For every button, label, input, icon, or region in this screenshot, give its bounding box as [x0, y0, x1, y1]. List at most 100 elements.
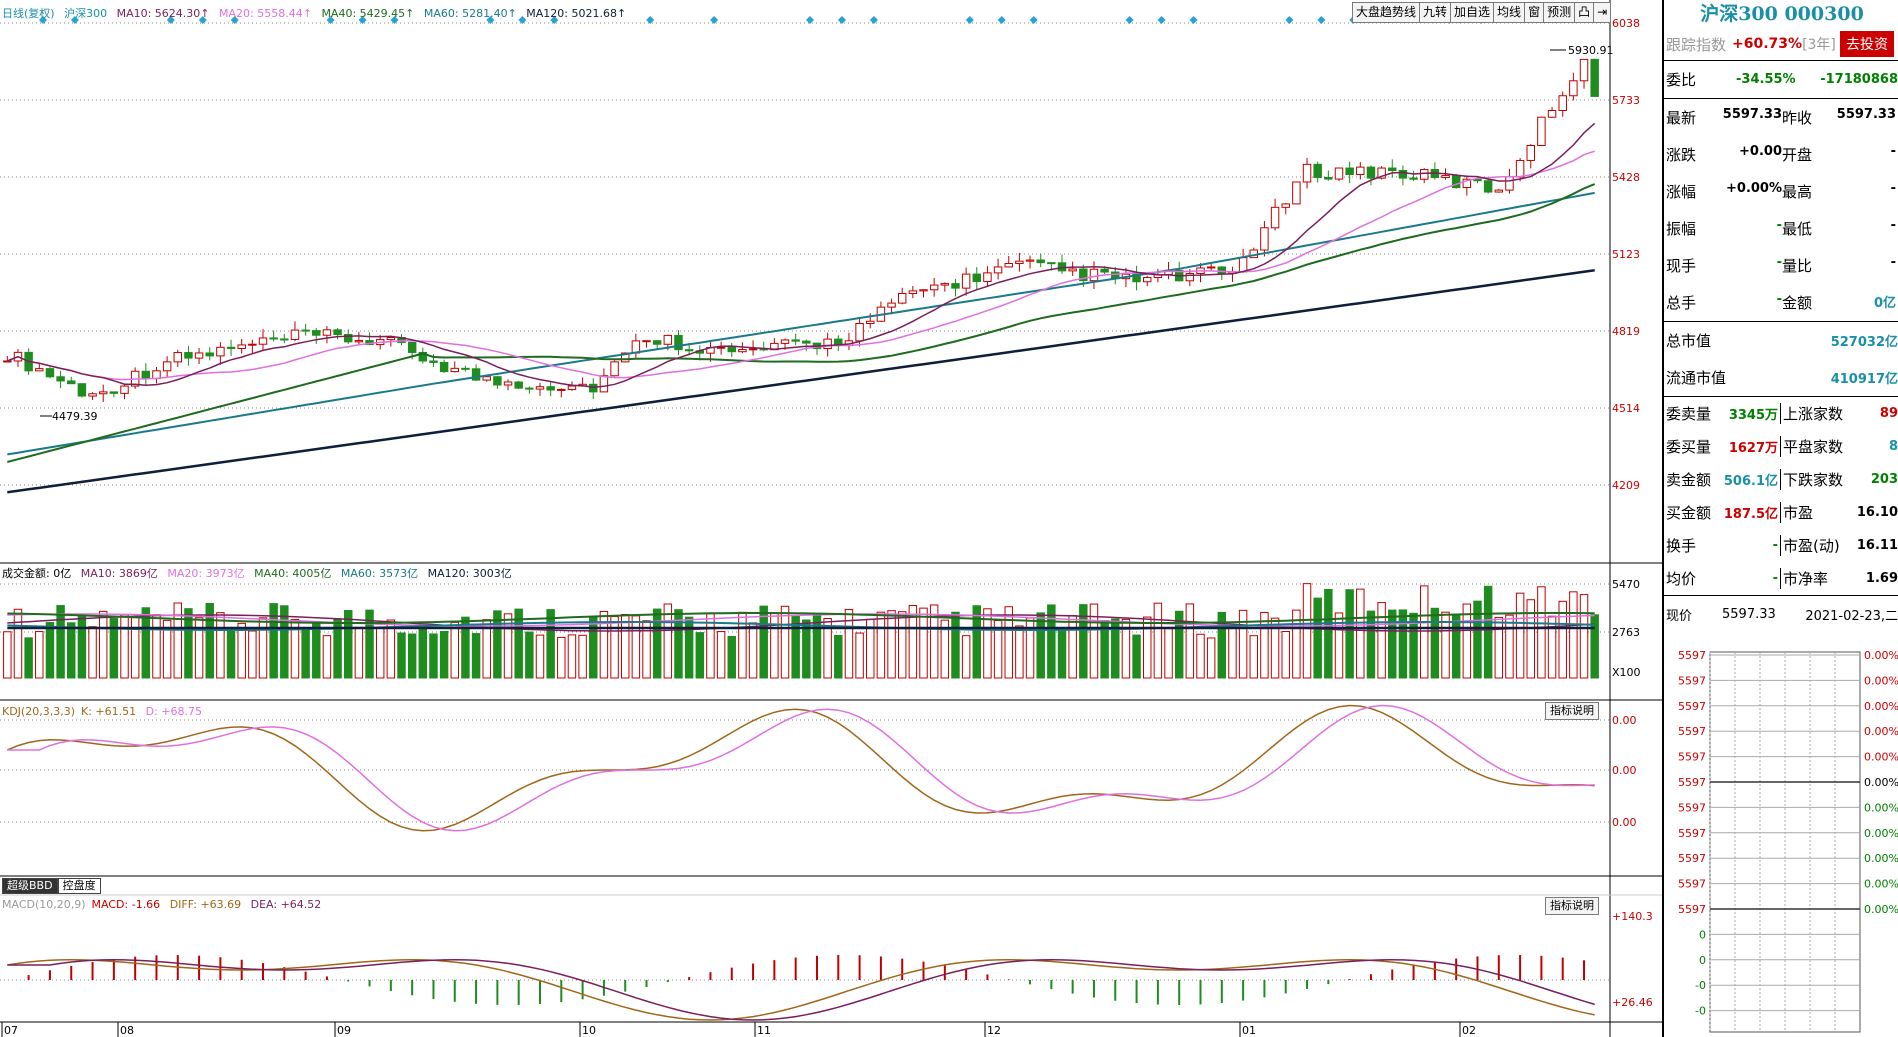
volume-bar: [1356, 588, 1365, 679]
invest-button[interactable]: 去投资: [1840, 31, 1894, 57]
volume-bar: [1324, 588, 1333, 679]
volume-bar: [1537, 586, 1546, 679]
volume-bar: [1292, 609, 1301, 679]
volume-axis-label: 5470: [1612, 578, 1640, 591]
intraday-mini-chart[interactable]: 5597 5597 5597 5597 5597 5597 5597 5597 5597 5597…: [1666, 640, 1898, 1035]
candle: [1473, 178, 1482, 182]
volume-bar: [24, 637, 33, 679]
macd-help-button[interactable]: 指标说明: [1545, 897, 1599, 915]
quote-val: -: [1890, 255, 1896, 270]
forecast-button[interactable]: 预测: [1543, 2, 1576, 23]
volume-bar: [961, 635, 971, 679]
quote-panel: 沪深300 000300 跟踪指数 +60.73% [3年] 去投资 委比 -3…: [1662, 0, 1898, 1037]
volume-bar: [194, 617, 204, 679]
candle: [280, 338, 289, 341]
volume-bar: [951, 611, 960, 679]
mini-pct-label: 0.00%: [1864, 801, 1898, 814]
volume-bar: [1313, 597, 1322, 679]
volume-bar: [1366, 610, 1376, 679]
vol-ma40-line: [7, 612, 1595, 624]
legend-ma20: MA20: 5558.44↑: [219, 7, 312, 20]
macd-value: MACD: -1.66: [91, 898, 161, 911]
candle: [237, 344, 246, 349]
candle: [482, 376, 491, 381]
candle: [535, 386, 545, 390]
lock-icon[interactable]: 凸: [1574, 2, 1595, 23]
mktcap-value: 527032亿: [1830, 335, 1898, 350]
volume-bar: [77, 614, 87, 679]
now-price: 5597.33: [1722, 607, 1776, 622]
candle: [429, 360, 438, 363]
price-axis-label: 4514: [1612, 402, 1640, 415]
candle: [1462, 178, 1472, 189]
grid-key: 上涨家数: [1783, 405, 1844, 423]
kdj-axis-label: 0.00: [1612, 816, 1637, 829]
x-axis-label: 01: [1242, 1024, 1256, 1037]
candle: [972, 273, 982, 283]
window-button[interactable]: 窗: [1524, 2, 1545, 23]
track-index-row: 跟踪指数 +60.73% [3年] 去投资: [1664, 28, 1898, 61]
tab-control[interactable]: 控盘度: [57, 878, 101, 894]
grid-val: 203: [1870, 472, 1898, 487]
volume-bar: [1068, 615, 1077, 679]
weibi-val: -17180868: [1820, 72, 1898, 87]
weibi-row: 委比 -34.55% -17180868: [1664, 61, 1898, 99]
quote-key: 昨收: [1782, 109, 1813, 127]
volume-bar: [1462, 603, 1472, 679]
x-axis-label: 11: [757, 1024, 771, 1037]
grid-key: 委卖量: [1666, 405, 1712, 423]
macd-axis-label: +140.3: [1612, 910, 1653, 923]
candle: [461, 367, 470, 370]
candle: [525, 387, 534, 390]
ma-button[interactable]: 均线: [1493, 2, 1526, 23]
quote-rows: 最新 5597.33 昨收 5597.33 涨跌 +0.00 开盘 - 涨幅 +0.00% 最高 - 振…: [1664, 99, 1898, 322]
candle: [1419, 169, 1429, 180]
trend-line-button[interactable]: 大盘趋势线: [1352, 2, 1421, 23]
nine-turn-button[interactable]: 九转: [1419, 2, 1452, 23]
candle: [471, 368, 481, 381]
signal-diamond: [198, 16, 207, 24]
candle: [855, 323, 864, 342]
x-axis-label: 12: [987, 1024, 1001, 1037]
candle: [1377, 167, 1386, 179]
order-grid-row: 委买量 1627万 平盘家数 8: [1664, 430, 1898, 463]
volume-bar: [503, 613, 513, 679]
kdj-help-button[interactable]: 指标说明: [1545, 702, 1599, 720]
volume-bar: [791, 615, 800, 679]
candle: [258, 337, 268, 345]
add-favorite-button[interactable]: 加自选: [1450, 2, 1495, 23]
macd-axis-label: +26.46: [1612, 996, 1653, 1009]
order-grid-row: 委卖量 3345万 上涨家数 89: [1664, 397, 1898, 430]
ma40-line: [7, 183, 1596, 463]
quote-val: 5597.33: [1722, 107, 1782, 122]
quote-val: -: [1776, 292, 1782, 307]
candle: [929, 284, 939, 291]
signal-diamond: [965, 16, 974, 24]
volume-bar: [1409, 612, 1418, 679]
grid-val: 8: [1888, 439, 1898, 454]
candle: [386, 337, 396, 341]
volume-bar: [972, 605, 982, 679]
quote-key: 最高: [1782, 183, 1813, 201]
volume-bar: [834, 634, 843, 679]
tab-super-bbd[interactable]: 超级BBD: [2, 878, 58, 894]
mini-price-label: 5597: [1678, 649, 1706, 662]
volume-bar: [514, 608, 523, 679]
volume-bar: [1345, 589, 1354, 679]
collapse-icon[interactable]: ⇥: [1593, 2, 1612, 23]
price-axis-label: 5733: [1612, 94, 1640, 107]
now-row: 现价 5597.33 2021-02-23,二: [1664, 596, 1898, 633]
main-chart-area[interactable]: 6038 5733 5428 5123 4819 4514 4209 5930.91 4479.…: [0, 0, 1662, 1037]
kdj-label: KDJ(20,3,3,3): [2, 705, 75, 718]
candle: [1089, 268, 1099, 282]
candle: [1388, 167, 1397, 172]
candle: [503, 381, 513, 386]
weibi-pct: -34.55%: [1736, 72, 1796, 87]
candle: [1292, 181, 1301, 205]
volume-bar: [642, 620, 651, 679]
volume-bar: [98, 610, 108, 679]
candle: [333, 329, 342, 335]
candle: [684, 349, 694, 352]
volume-bar: [695, 632, 705, 679]
signal-diamond: [1317, 16, 1326, 24]
